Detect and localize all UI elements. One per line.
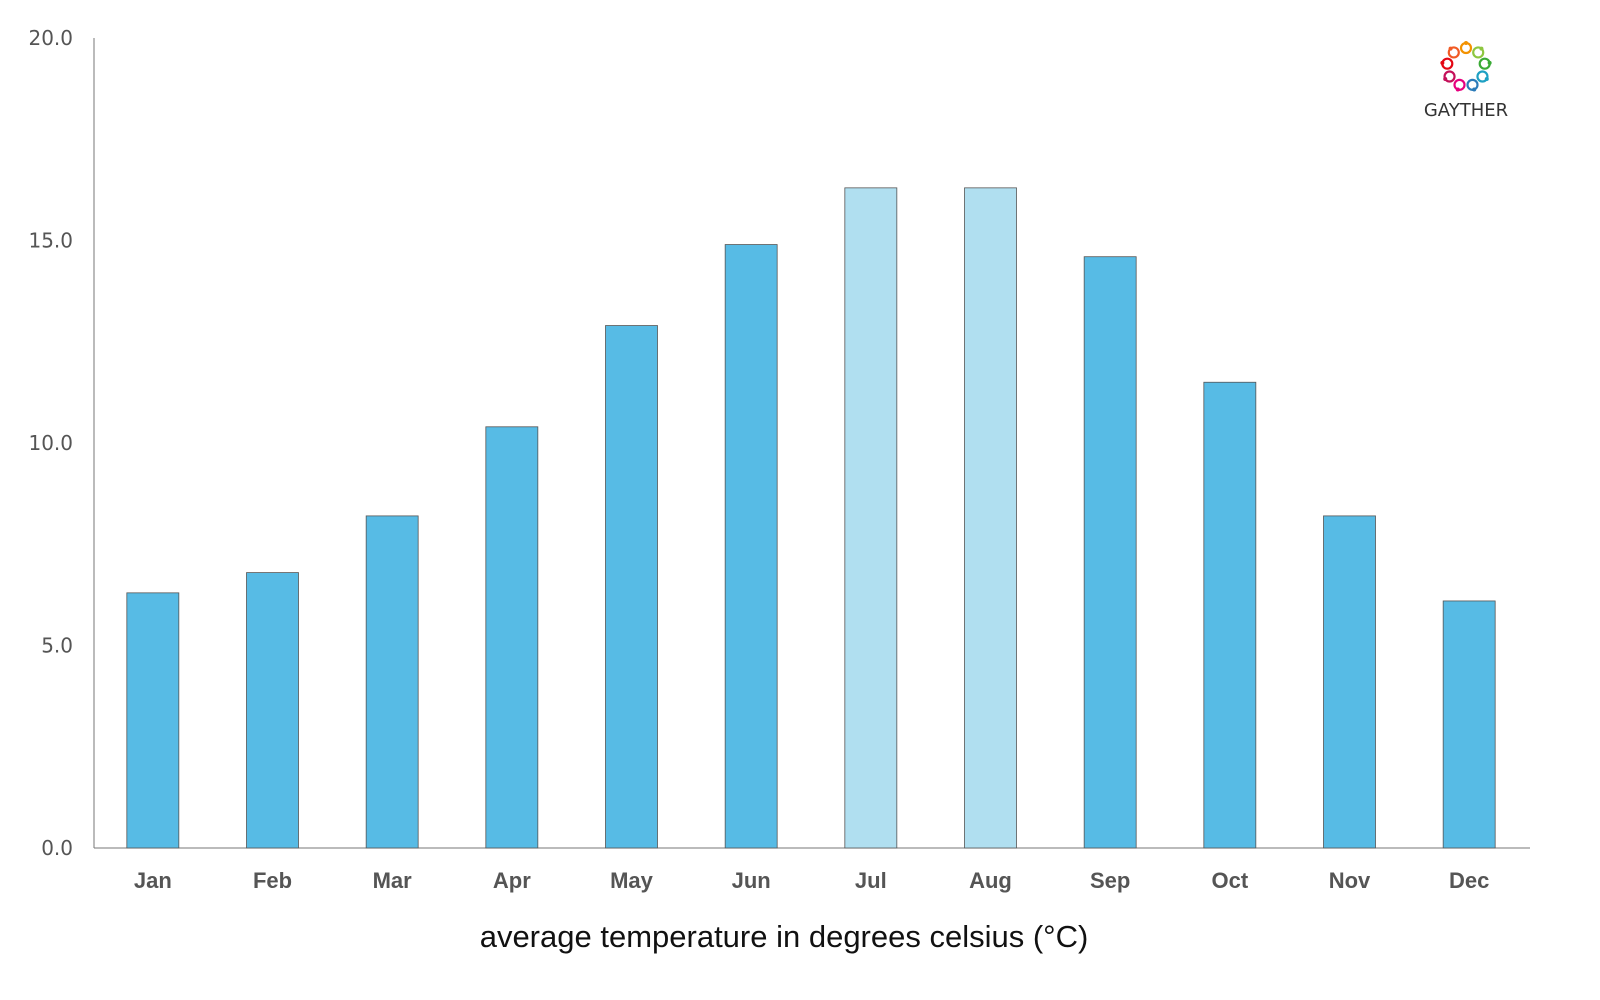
x-ticks: Jan Feb Mar Apr May Jun Jul Aug Sep Oct Nov Dec	[134, 868, 1489, 893]
logo-figure	[1466, 78, 1479, 91]
bar-feb	[246, 572, 299, 849]
x-tick-label: Mar	[373, 868, 413, 893]
bar-oct	[1203, 381, 1257, 849]
bar-may	[605, 325, 658, 849]
bar-jan	[126, 592, 180, 849]
bar-jul	[844, 187, 898, 849]
x-tick-label: Jan	[134, 868, 172, 893]
logo-figure-head	[1464, 41, 1468, 45]
y-tick-label: 15.0	[28, 229, 73, 253]
gayther-logo: GAYTHER	[1424, 41, 1508, 121]
x-tick-label: Feb	[253, 868, 292, 893]
x-tick-label: Oct	[1211, 868, 1248, 893]
logo-figure	[1453, 78, 1466, 91]
x-tick-label: Apr	[493, 868, 531, 893]
logo-figure-head	[1472, 87, 1477, 92]
y-tick-label: 20.0	[28, 26, 73, 50]
x-tick-label: Dec	[1449, 868, 1489, 893]
logo-figure	[1472, 46, 1485, 59]
y-tick-label: 5.0	[41, 634, 73, 658]
y-tick-label: 0.0	[41, 836, 73, 860]
logo-figure-head	[1487, 60, 1492, 65]
bar-jun	[724, 244, 778, 849]
logo-figure	[1447, 46, 1460, 59]
y-tick-label: 10.0	[28, 431, 73, 455]
logo-figure-head	[1455, 87, 1460, 92]
logo-figure-head	[1443, 77, 1448, 81]
y-ticks: 0.0 5.0 10.0 15.0 20.0	[28, 26, 73, 860]
logo-ring-icon	[1440, 41, 1492, 92]
x-tick-label: Jun	[732, 868, 771, 893]
logo-figure	[1476, 70, 1489, 83]
bar-nov	[1323, 515, 1376, 849]
logo-figure-head	[1440, 60, 1445, 65]
logo-figure-head	[1484, 77, 1489, 81]
x-tick-label: Jul	[855, 868, 887, 893]
x-tick-label: Nov	[1329, 868, 1371, 893]
x-tick-label: Sep	[1090, 868, 1130, 893]
bars	[126, 187, 1496, 849]
x-tick-label: Aug	[969, 868, 1012, 893]
bar-sep	[1083, 256, 1137, 849]
axes	[93, 38, 1530, 849]
bar-aug	[964, 187, 1017, 849]
bar-apr	[485, 426, 539, 849]
logo-figure-head	[1448, 46, 1453, 51]
x-axis-label: average temperature in degrees celsius (…	[480, 919, 1089, 954]
logo-text: GAYTHER	[1424, 100, 1508, 121]
x-tick-label: May	[610, 868, 654, 893]
bar-dec	[1442, 600, 1496, 849]
logo-figure-head	[1479, 46, 1484, 51]
bar-mar	[365, 515, 419, 849]
logo-figure	[1443, 70, 1456, 83]
